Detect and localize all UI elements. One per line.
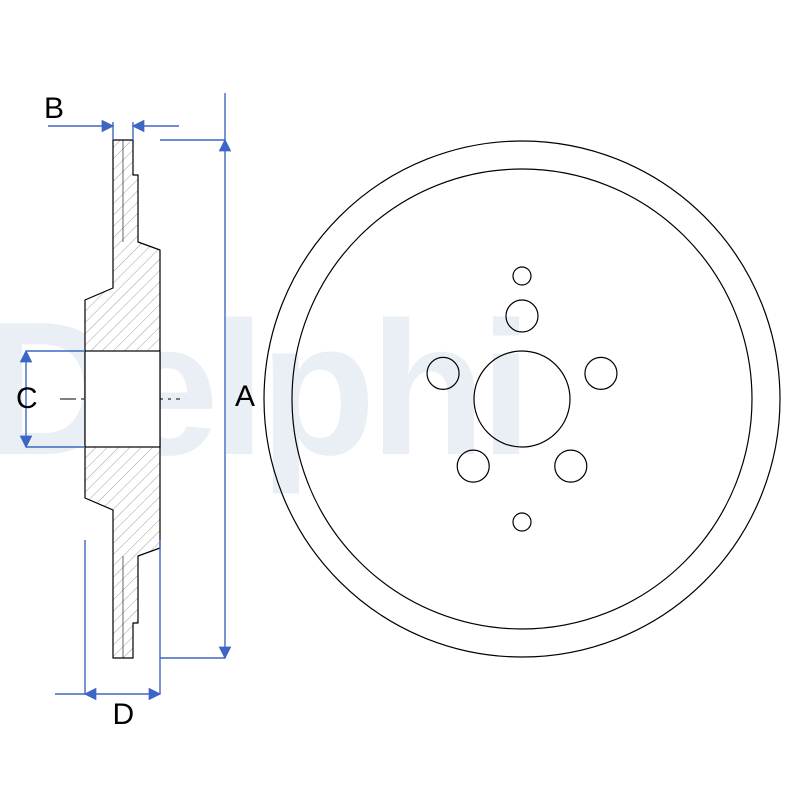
dim-label-d: D	[113, 698, 135, 732]
dim-label-c: C	[16, 382, 38, 416]
cross-section-view	[60, 140, 180, 658]
diagram-svg	[0, 0, 800, 800]
dim-label-b: B	[44, 92, 64, 126]
disc-face-view	[264, 141, 780, 657]
dim-label-a: A	[235, 380, 255, 414]
